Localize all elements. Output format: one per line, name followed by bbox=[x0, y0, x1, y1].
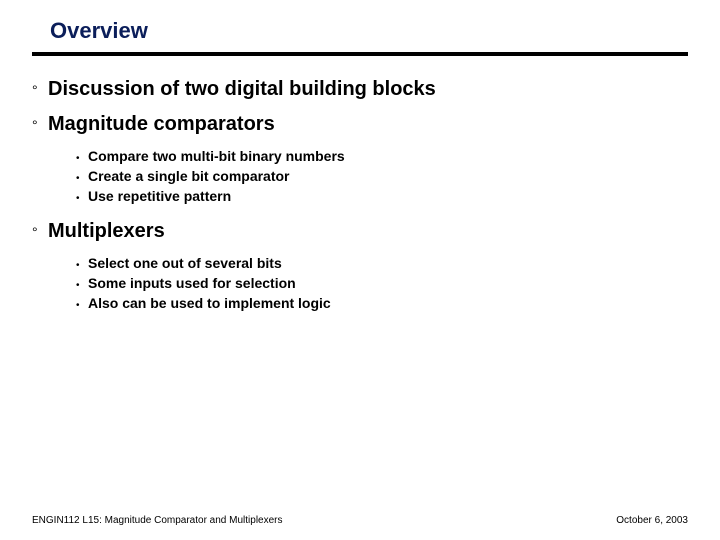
footer-left: ENGIN112 L15: Magnitude Comparator and M… bbox=[32, 515, 283, 526]
dot-icon: • bbox=[76, 193, 88, 204]
bullet-text: Multiplexers bbox=[48, 220, 165, 243]
bullet-text: Magnitude comparators bbox=[48, 113, 275, 136]
sub-bullet-text: Also can be used to implement logic bbox=[88, 295, 331, 311]
sub-bullet-item: • Select one out of several bits bbox=[76, 255, 688, 271]
title-rule bbox=[32, 52, 688, 56]
sub-bullet-text: Create a single bit comparator bbox=[88, 168, 290, 184]
bullet-item: ° Magnitude comparators bbox=[32, 113, 688, 136]
degree-icon: ° bbox=[32, 82, 48, 98]
bullet-item: ° Discussion of two digital building blo… bbox=[32, 78, 688, 101]
dot-icon: • bbox=[76, 300, 88, 311]
footer: ENGIN112 L15: Magnitude Comparator and M… bbox=[32, 515, 688, 526]
degree-icon: ° bbox=[32, 117, 48, 133]
footer-right: October 6, 2003 bbox=[616, 515, 688, 526]
sub-bullet-text: Compare two multi-bit binary numbers bbox=[88, 148, 345, 164]
dot-icon: • bbox=[76, 153, 88, 164]
degree-icon: ° bbox=[32, 224, 48, 240]
sub-bullet-text: Some inputs used for selection bbox=[88, 275, 296, 291]
dot-icon: • bbox=[76, 260, 88, 271]
slide: Overview ° Discussion of two digital bui… bbox=[0, 0, 720, 540]
sub-bullet-item: • Use repetitive pattern bbox=[76, 188, 688, 204]
sub-bullet-item: • Some inputs used for selection bbox=[76, 275, 688, 291]
dot-icon: • bbox=[76, 173, 88, 184]
slide-title: Overview bbox=[32, 18, 688, 52]
dot-icon: • bbox=[76, 280, 88, 291]
content: ° Discussion of two digital building blo… bbox=[32, 78, 688, 311]
sub-bullet-item: • Compare two multi-bit binary numbers bbox=[76, 148, 688, 164]
sub-list: • Compare two multi-bit binary numbers •… bbox=[76, 148, 688, 204]
sub-bullet-text: Use repetitive pattern bbox=[88, 188, 231, 204]
sub-bullet-item: • Also can be used to implement logic bbox=[76, 295, 688, 311]
bullet-text: Discussion of two digital building block… bbox=[48, 78, 436, 101]
sub-list: • Select one out of several bits • Some … bbox=[76, 255, 688, 311]
bullet-item: ° Multiplexers bbox=[32, 220, 688, 243]
sub-bullet-text: Select one out of several bits bbox=[88, 255, 282, 271]
sub-bullet-item: • Create a single bit comparator bbox=[76, 168, 688, 184]
